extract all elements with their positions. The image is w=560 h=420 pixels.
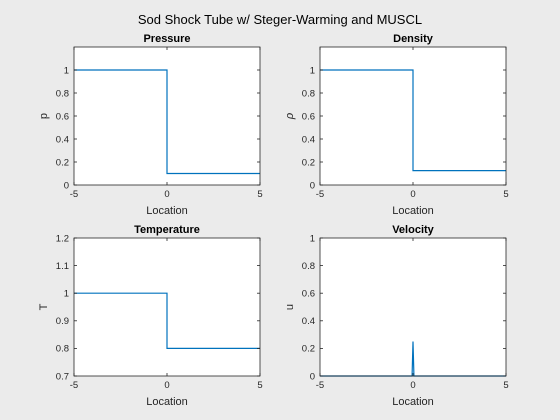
figure-title: Sod Shock Tube w/ Steger-Warming and MUS… [138, 12, 422, 27]
velocity-x-tick-label: 5 [503, 380, 508, 391]
temperature-x-axis-label: Location [146, 396, 188, 408]
pressure-x-tick-label: -5 [70, 189, 78, 200]
density-y-axis-label: ρ [284, 113, 296, 120]
temperature-y-tick-label: 0.9 [56, 316, 69, 327]
temperature-x-tick-label: -5 [70, 380, 78, 391]
density-y-tick-label: 0.4 [302, 134, 315, 145]
temperature-y-axis-label: T [38, 303, 50, 310]
pressure-y-tick-label: 0.4 [56, 134, 69, 145]
velocity-y-tick-label: 0.2 [302, 344, 315, 355]
temperature-y-tick-label: 1.1 [56, 261, 69, 272]
velocity-x-axis-label: Location [392, 396, 434, 408]
pressure-y-tick-label: 0.2 [56, 157, 69, 168]
pressure-y-tick-label: 0.6 [56, 111, 69, 122]
velocity-y-tick-label: 0.8 [302, 261, 315, 272]
density-x-tick-label: 0 [410, 189, 415, 200]
velocity-y-tick-label: 0.4 [302, 316, 315, 327]
temperature-y-tick-label: 0.7 [56, 371, 69, 382]
temperature-title: Temperature [134, 224, 200, 236]
temperature-y-tick-label: 1 [64, 289, 69, 300]
pressure-title: Pressure [143, 33, 190, 45]
temperature-y-tick-label: 0.8 [56, 344, 69, 355]
density-x-tick-label: -5 [316, 189, 324, 200]
pressure-y-tick-label: 0.8 [56, 88, 69, 99]
pressure-y-tick-label: 1 [64, 65, 69, 76]
velocity-x-tick-label: 0 [410, 380, 415, 391]
pressure-x-axis-label: Location [146, 205, 188, 217]
velocity-x-tick-label: -5 [316, 380, 324, 391]
velocity-y-tick-label: 0 [310, 371, 315, 382]
velocity-y-tick-label: 1 [310, 233, 315, 244]
velocity-y-tick-label: 0.6 [302, 289, 315, 300]
velocity-title: Velocity [392, 224, 434, 236]
pressure-y-axis-label: p [38, 113, 50, 119]
density-y-tick-label: 0.6 [302, 111, 315, 122]
temperature-x-tick-label: 0 [164, 380, 169, 391]
density-y-tick-label: 0 [310, 180, 315, 191]
density-y-tick-label: 1 [310, 65, 315, 76]
pressure-x-tick-label: 5 [257, 189, 262, 200]
temperature-x-tick-label: 5 [257, 380, 262, 391]
pressure-y-tick-label: 0 [64, 180, 69, 191]
pressure-x-tick-label: 0 [164, 189, 169, 200]
density-y-tick-label: 0.8 [302, 88, 315, 99]
density-y-tick-label: 0.2 [302, 157, 315, 168]
velocity-y-axis-label: u [284, 304, 296, 310]
density-x-axis-label: Location [392, 205, 434, 217]
density-x-tick-label: 5 [503, 189, 508, 200]
density-title: Density [393, 33, 434, 45]
temperature-y-tick-label: 1.2 [56, 233, 69, 244]
